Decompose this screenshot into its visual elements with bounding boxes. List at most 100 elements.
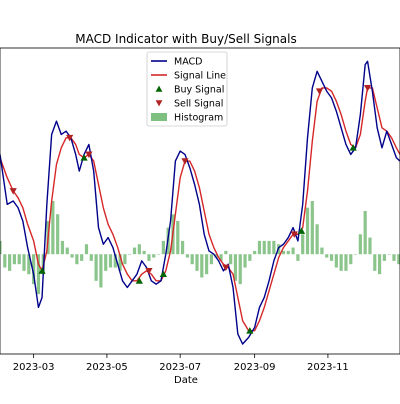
histogram-bar-38 — [180, 240, 185, 255]
histogram-bar-34 — [161, 240, 165, 255]
histogram-bar-83 — [397, 254, 400, 265]
histogram-bar-42 — [200, 254, 204, 278]
plot-frame — [0, 47, 400, 355]
histogram-bar-6 — [27, 254, 31, 275]
histogram-bar-80 — [382, 254, 386, 261]
histogram-bar-76 — [363, 210, 367, 255]
x-tick-label-0: 2023-03 — [13, 362, 55, 373]
histogram-bar-56 — [267, 240, 271, 255]
histogram-bar-27 — [128, 254, 132, 255]
x-axis-label: Date — [174, 375, 198, 386]
sell-marker-8 — [363, 85, 372, 92]
histogram-bar-26 — [123, 254, 127, 265]
plot-content — [0, 60, 400, 345]
legend-handle-2 — [155, 85, 163, 92]
legend-label-3: Sell Signal — [174, 99, 223, 110]
histogram-bar-61 — [291, 247, 295, 255]
histogram-bar-29 — [137, 244, 141, 255]
histogram-bar-41 — [195, 254, 199, 271]
histogram-bar-18 — [84, 244, 89, 255]
plot-area — [0, 60, 400, 345]
histogram-bar-65 — [310, 201, 314, 255]
histogram-bar-51 — [243, 254, 247, 268]
histogram-bar-14 — [65, 247, 69, 255]
sell-marker-2 — [85, 151, 93, 159]
sell-marker-3 — [145, 267, 153, 275]
histogram-bar-33 — [156, 254, 161, 255]
histogram-bar-54 — [257, 240, 262, 255]
histogram-bar-43 — [205, 254, 209, 275]
histogram-bar-62 — [296, 254, 300, 261]
histogram-bar-1 — [3, 254, 7, 268]
sell-marker-0 — [9, 188, 17, 195]
legend-label-1: Signal Line — [174, 71, 226, 82]
histogram-bar-16 — [75, 254, 79, 265]
histogram-bar-12 — [56, 214, 60, 255]
histogram-bar-15 — [70, 254, 74, 258]
histogram-bar-60 — [286, 250, 290, 255]
sell-marker-7 — [315, 88, 324, 95]
histogram-bar-79 — [377, 254, 382, 275]
histogram-bar-8 — [36, 254, 41, 295]
x-tick-label-3: 2023-09 — [234, 362, 276, 373]
x-tick-label-4: 2023-11 — [307, 362, 349, 373]
x-axis: 2023-03 2023-05 2023-07 2023-09 2023-11 — [13, 354, 349, 373]
sell-marker-5 — [222, 264, 230, 272]
histogram-bar-32 — [152, 254, 156, 258]
histogram-bar-2 — [8, 254, 12, 271]
histogram-bar-39 — [185, 254, 189, 258]
histogram-bar-37 — [176, 220, 180, 255]
buy-marker-3 — [159, 270, 167, 278]
histogram-bar-30 — [142, 250, 146, 255]
legend-handle-3 — [155, 100, 163, 107]
histogram-bar-28 — [132, 247, 137, 255]
histogram-bar-47 — [224, 250, 228, 255]
histogram-bar-53 — [253, 250, 257, 255]
histogram-bar-0 — [0, 240, 2, 255]
buy-marker-2 — [135, 277, 143, 284]
legend-box — [146, 51, 228, 127]
x-tick-label-2: 2023-07 — [159, 362, 201, 373]
buy-marker-5 — [297, 227, 306, 234]
histogram-bar-17 — [80, 254, 84, 261]
buy-marker-1 — [80, 154, 88, 161]
histogram-bar-64 — [305, 207, 310, 255]
histogram-bar-19 — [89, 254, 93, 261]
histogram-bar-46 — [219, 254, 223, 261]
sell-marker-6 — [290, 231, 298, 238]
histogram-bar-77 — [368, 237, 372, 255]
histogram-bar-69 — [329, 254, 334, 261]
histogram-bar-20 — [94, 254, 98, 281]
histogram-bar-44 — [209, 254, 214, 265]
legend-handle-4 — [151, 113, 167, 121]
histogram-bar-78 — [373, 254, 377, 271]
legend-label-4: Histogram — [174, 113, 223, 124]
histogram-bar-59 — [281, 250, 286, 255]
histogram-bar-74 — [353, 254, 358, 255]
histogram-bar-31 — [147, 254, 151, 261]
histogram-bar-66 — [315, 224, 319, 255]
buy-marker-0 — [38, 267, 46, 274]
histogram-bar-25 — [118, 254, 122, 271]
histogram-bar-48 — [229, 254, 233, 265]
histogram-bar-4 — [17, 254, 21, 265]
histogram-bar-40 — [190, 254, 194, 265]
histogram-bar-22 — [104, 254, 108, 271]
legend-label-0: MACD — [174, 57, 202, 68]
histogram-bar-72 — [344, 254, 348, 271]
sell-marker-4 — [181, 158, 189, 165]
histogram-bar-75 — [358, 234, 362, 255]
histogram-bar-7 — [32, 254, 36, 285]
buy-marker-6 — [349, 144, 357, 151]
histogram-bar-45 — [214, 254, 218, 258]
histogram-bar-70 — [334, 254, 338, 268]
histogram-bar-21 — [99, 254, 103, 288]
histogram-bar-13 — [60, 240, 65, 255]
histogram-bar-67 — [320, 247, 324, 255]
x-tick-label-1: 2023-05 — [86, 362, 128, 373]
histogram-bar-24 — [113, 254, 117, 268]
histogram-bar-55 — [262, 240, 266, 255]
buy-marker-4 — [246, 327, 254, 334]
